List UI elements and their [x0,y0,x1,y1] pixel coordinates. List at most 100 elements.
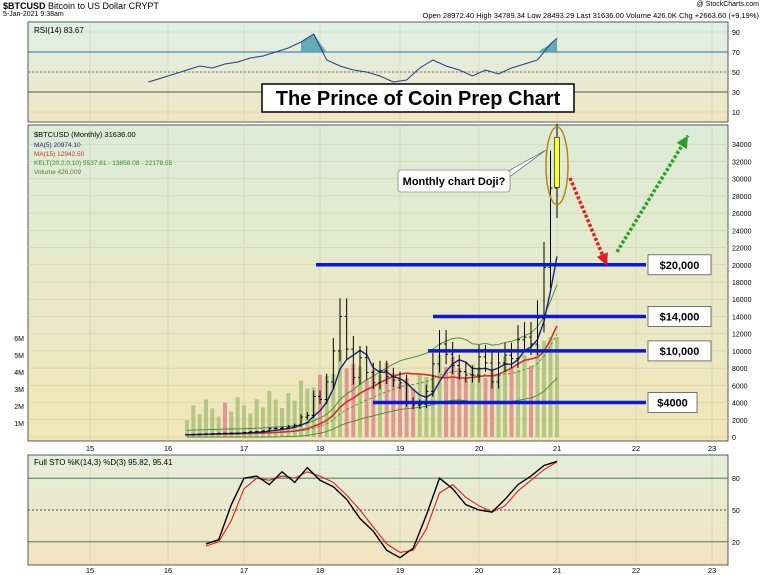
level-label: $10,000 [660,346,700,358]
price-tick-label: 22000 [732,246,752,253]
x-tick-label-bottom: 15 [86,566,94,575]
volume-bar [358,366,362,437]
rsi-overbought-fill [511,38,557,52]
price-tick-label: 4000 [732,401,748,408]
x-tick-label: 23 [708,444,716,453]
volume-bar [430,375,435,437]
volume-bar [384,362,389,437]
moving-averages [186,256,558,436]
volume-bar [242,405,246,437]
level-label: $14,000 [660,311,700,323]
volume-bar [318,374,322,437]
price-legend: $BTCUSD (Monthly) 31636.00 [34,130,136,139]
x-tick-label-bottom: 18 [316,566,324,575]
volume-bar [331,374,336,437]
stochastic-lines [205,460,558,559]
ma5-legend: MA(5) 20974.10 [34,142,81,149]
sto-tick-label: 50 [732,508,740,515]
x-tick-label: 18 [316,444,324,453]
annotation-title: The Prince of Coin Prep Chart [276,88,561,110]
header-title: $BTCUSD Bitcoin to US Dollar CRYPT [3,1,159,11]
volume-bar [503,356,507,437]
x-tick-label: 20 [475,444,483,453]
header-date: 5-Jan-2021 9:38am [3,11,64,18]
volume-bar [391,373,396,437]
level-label: $4000 [657,398,688,410]
volume-bar [248,413,253,437]
price-tick-label: 30000 [732,177,752,184]
volume-bar [235,397,240,437]
x-tick-label: 19 [396,444,404,453]
volume-tick-label: 5M [14,353,24,360]
volume-bar [267,390,272,437]
volume-tick-label: 1M [14,421,24,428]
price-tick-label: 28000 [732,194,752,201]
volume-bar [204,399,208,437]
x-tick-label: 22 [632,444,640,453]
rsi-line [148,33,558,83]
price-tick-label: 18000 [732,280,752,287]
level-label-box [647,254,712,276]
volume-tick-label: 6M [14,336,24,343]
price-tick-label: 12000 [732,332,752,339]
projection-arrows [568,134,690,267]
volume-bar [351,364,356,437]
volume-bar [378,374,382,437]
volume-bar [542,340,546,437]
volume-bar [229,411,234,437]
price-tick-label: 14000 [732,314,752,321]
price-tick-label: 2000 [732,418,748,425]
price-tick-label: 6000 [732,383,748,390]
volume-bar [286,392,291,437]
x-tick-label-bottom: 16 [164,566,172,575]
price-tick-label: 26000 [732,211,752,218]
level-label-box [647,306,712,327]
rsi-tick-label: 90 [732,30,740,37]
x-tick-label-bottom: 20 [475,566,483,575]
x-tick-label: 16 [164,444,172,453]
volume-bar [470,364,475,437]
price-tick-label: 32000 [732,159,752,166]
header-copyright: @ StockCharts.com [696,1,759,8]
volume-bar [548,337,553,437]
volume-bar [338,349,342,437]
volume-bar [496,372,501,437]
x-tick-label-bottom: 19 [396,566,404,575]
x-tick-label-bottom: 21 [553,566,561,575]
rsi-tick-label: 10 [732,110,740,117]
support-levels: $20,000 $14,000 $10,000 $4000 [316,254,712,413]
volume-bar [411,388,416,437]
rsi-series-line [148,33,558,83]
sto-legend: Full STO %K(14,3) %D(3) 95.82, 95.41 [34,458,173,467]
sto-tick-label: 80 [732,476,740,483]
sto-k-line [205,460,558,559]
price-tick-label: 20000 [732,263,752,270]
doji-callout-box [397,169,511,193]
volume-bar [450,356,455,437]
volume-bar [535,344,540,437]
level-label-box [647,392,698,413]
price-tick-label: 34000 [732,142,752,149]
rsi-tick-label: 30 [732,90,740,97]
price-tick-label: 0 [732,435,736,442]
price-tick-label: 8000 [732,366,748,373]
volume-bar [404,378,409,437]
volume-tick-label: 3M [14,387,24,394]
volume-bar [398,383,402,437]
x-tick-label: 17 [240,444,248,453]
volume-bar [216,416,221,437]
volume-bar [522,354,527,437]
header-quote: Open 28972.40 High 34789.34 Low 28493.29… [422,11,759,20]
price-tick-label: 10000 [732,349,752,356]
keltner-upper [186,284,558,431]
arrow-up-head [676,135,688,149]
ma5-line [186,256,558,436]
arrow-up-line [615,134,690,253]
volume-tick-label: 4M [14,370,24,377]
volume-bar [463,378,468,437]
arrow-down-head [596,252,608,266]
kelt-legend: KELT(20,2.0,10) 5537.61 - 13858.08 - 221… [34,160,173,167]
price-tick-label: 24000 [732,228,752,235]
